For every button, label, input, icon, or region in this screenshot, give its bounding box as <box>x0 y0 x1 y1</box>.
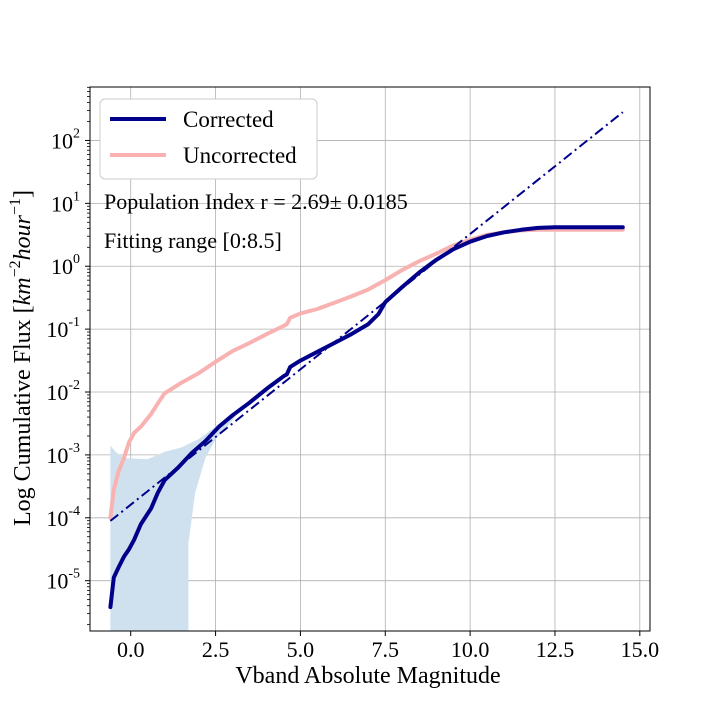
x-tick-label: 5.0 <box>287 637 315 662</box>
y-tick-label: 10-1 <box>46 315 80 342</box>
x-axis-label: Vband Absolute Magnitude <box>235 663 500 689</box>
x-tick-label: 0.0 <box>117 637 145 662</box>
y-tick-exponent: 0 <box>73 252 80 267</box>
x-tick-label: 15.0 <box>621 637 660 662</box>
legend-label-corrected: Corrected <box>183 107 274 132</box>
y-tick-exponent: 1 <box>73 189 80 204</box>
x-tick-label: 2.5 <box>202 637 230 662</box>
y-tick-exponent: -5 <box>68 567 80 582</box>
y-tick-exponent: -3 <box>68 441 80 456</box>
x-tick-label: 12.5 <box>536 637 575 662</box>
y-tick-exponent: -4 <box>68 504 80 519</box>
grid <box>90 87 650 631</box>
legend-label-uncorrected: Uncorrected <box>183 143 297 168</box>
y-tick-base: 10 <box>46 317 68 342</box>
y-tick-label: 100 <box>51 252 80 279</box>
plot-area-frame <box>89 86 651 632</box>
y-tick-base: 10 <box>46 443 68 468</box>
y-tick-label: 102 <box>51 126 80 153</box>
y-axis-label-prefix: Log Cumulative Flux [ <box>10 305 36 526</box>
y-tick-label: 10-4 <box>46 504 80 531</box>
x-tick-label: 7.5 <box>372 637 400 662</box>
confidence-band <box>110 404 243 631</box>
y-axis-label-hour: hour <box>10 214 36 260</box>
y-tick-label: 101 <box>51 189 80 216</box>
fit-line <box>109 111 624 522</box>
legend: Corrected Uncorrected <box>99 98 318 180</box>
confidence-band-area <box>110 404 243 631</box>
y-axis-label-exp2: −1 <box>7 198 24 215</box>
y-axis-label-km: km <box>10 277 36 305</box>
x-tick-label: 10.0 <box>451 637 490 662</box>
y-axis-label-exp1: −2 <box>7 260 24 277</box>
annotation-population-index: Population Index r = 2.69± 0.0185 <box>104 189 408 214</box>
y-tick-base: 10 <box>46 380 68 405</box>
series-corrected-line <box>108 225 625 610</box>
annotation-fitting-range: Fitting range [0:8.5] <box>104 228 282 253</box>
y-tick-base: 10 <box>51 191 73 216</box>
y-tick-label: 10-3 <box>46 441 80 468</box>
y-tick-label: 10-2 <box>46 378 80 405</box>
y-tick-exponent: -1 <box>68 315 80 330</box>
y-tick-base: 10 <box>51 128 73 153</box>
x-axis-ticks: 0.0 2.5 5.0 7.5 10.0 12.5 15.0 <box>117 631 659 662</box>
y-tick-label: 10-5 <box>46 567 80 594</box>
y-tick-base: 10 <box>51 254 73 279</box>
y-tick-base: 10 <box>46 506 68 531</box>
y-axis-label-suffix: ] <box>10 190 36 198</box>
series-layer <box>108 111 625 610</box>
y-axis-label: Log Cumulative Flux [km−2hour−1] <box>7 190 36 526</box>
y-tick-exponent: -2 <box>68 378 80 393</box>
y-tick-exponent: 2 <box>73 126 80 141</box>
y-tick-base: 10 <box>46 569 68 594</box>
